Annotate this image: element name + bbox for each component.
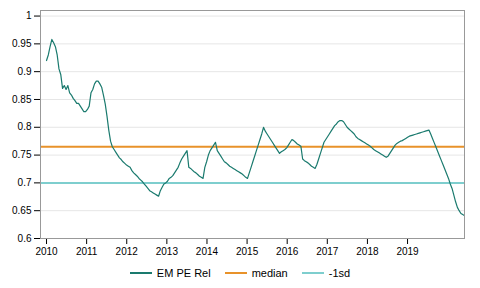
svg-text:2018: 2018 [356,246,379,257]
html-text:EM PE Rel: EM PE Rel [156,267,211,279]
html-text:-1sd: -1sd [328,267,351,279]
svg-text:2019: 2019 [396,246,419,257]
svg-text:0.95: 0.95 [12,38,32,49]
svg-text:0.65: 0.65 [12,205,32,216]
svg-text:2016: 2016 [276,246,299,257]
svg-text:2013: 2013 [156,246,179,257]
svg-text:2017: 2017 [316,246,339,257]
svg-text:1: 1 [26,10,32,21]
svg-text:2011: 2011 [76,246,98,257]
svg-text:0.7: 0.7 [18,177,32,188]
svg-text:0.85: 0.85 [12,94,32,105]
html-text:median: median [251,267,288,279]
svg-text:2015: 2015 [236,246,259,257]
svg-text:0.9: 0.9 [18,66,32,77]
svg-text:0.75: 0.75 [12,149,32,160]
svg-text:2014: 2014 [196,246,219,257]
svg-text:2010: 2010 [35,246,58,257]
svg-text:0.6: 0.6 [18,233,32,244]
svg-text:0.8: 0.8 [18,121,32,132]
svg-text:2012: 2012 [116,246,139,257]
